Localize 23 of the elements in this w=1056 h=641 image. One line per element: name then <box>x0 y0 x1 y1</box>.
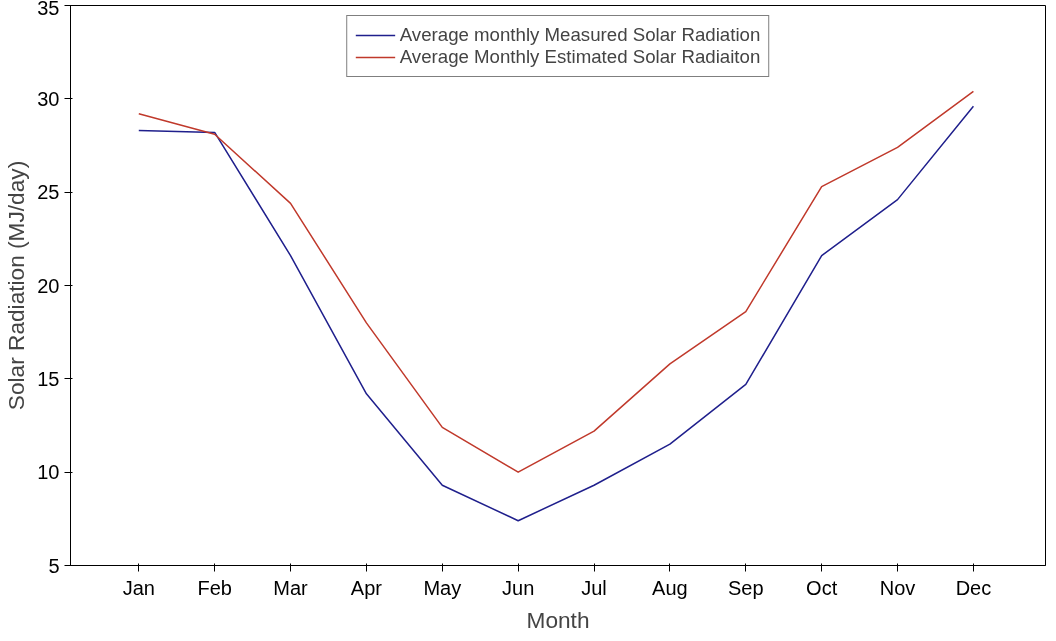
y-tick-label: 20 <box>37 274 60 297</box>
x-tick-label: Jan <box>122 576 155 599</box>
x-axis-title: Month <box>526 606 590 633</box>
y-tick-label: 30 <box>37 87 60 110</box>
x-tick-label: Aug <box>652 576 688 599</box>
x-tick-label: Jun <box>502 576 535 599</box>
x-tick-label: Sep <box>728 576 764 599</box>
y-tick-label: 25 <box>37 181 60 204</box>
y-axis-title: Solar Radiation (MJ/day) <box>3 160 30 411</box>
x-tick-label: May <box>423 576 462 599</box>
x-tick-label: Mar <box>273 576 309 599</box>
y-tick-label: 5 <box>48 554 60 577</box>
x-tick-label: Apr <box>350 576 383 599</box>
x-tick-label: Feb <box>197 576 232 599</box>
y-tick-label: 35 <box>37 0 60 19</box>
x-tick-label: Nov <box>879 576 916 599</box>
legend-label: Average monthly Measured Solar Radiation <box>399 24 761 46</box>
y-tick-label: 10 <box>37 461 60 484</box>
x-tick-label: Dec <box>955 576 992 599</box>
legend-label: Average Monthly Estimated Solar Radiaiton <box>399 46 761 68</box>
x-tick-label: Jul <box>581 576 607 599</box>
x-tick-label: Oct <box>806 576 838 599</box>
y-tick-label: 15 <box>37 367 60 390</box>
